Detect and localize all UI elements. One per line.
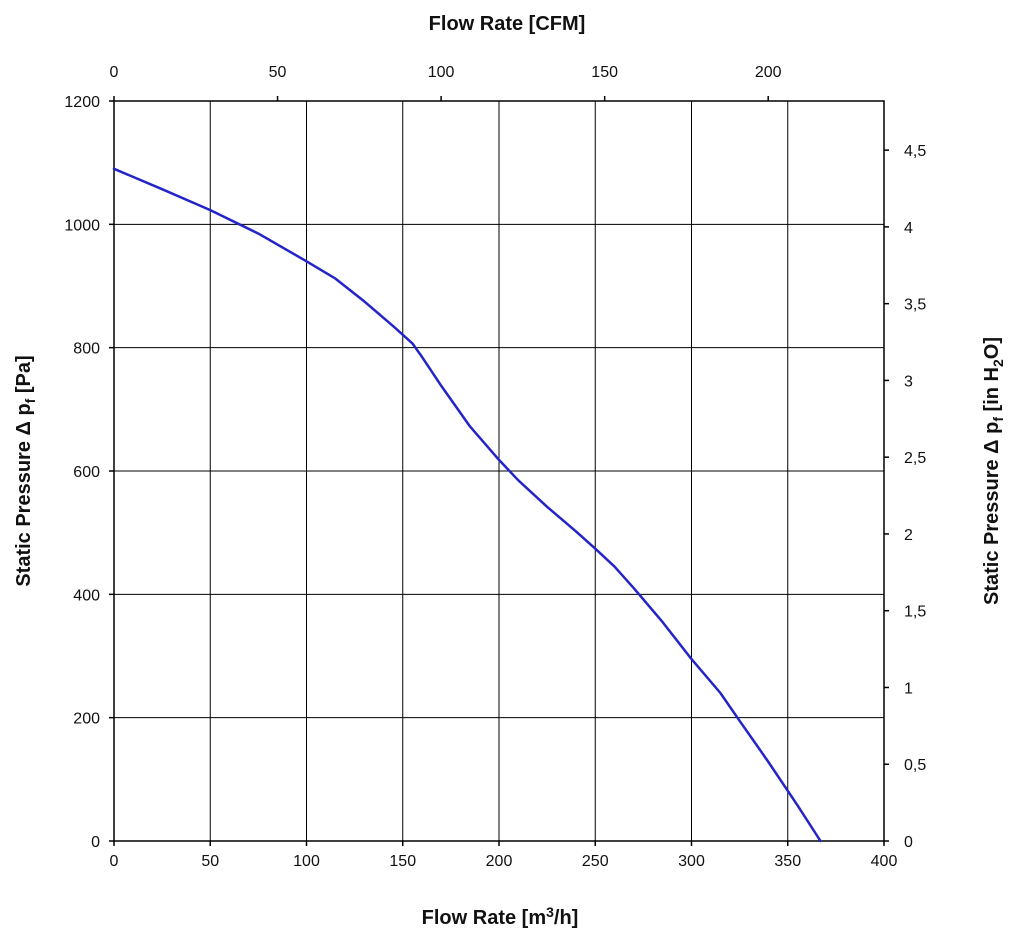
right-axis-title: Static Pressure Δ pf [in H2O] <box>981 337 1006 605</box>
x-tick-label: 300 <box>678 853 705 870</box>
y2-tick-label: 0,5 <box>904 757 926 774</box>
y-tick-label: 1200 <box>64 94 100 111</box>
tick-labels: 0 50 100 150 200 250 300 350 4000200400600800100… <box>64 64 926 870</box>
x2-tick-label: 150 <box>591 64 618 81</box>
x-tick-label: 200 <box>486 853 513 870</box>
left-axis-title: Static Pressure Δ pf [Pa] <box>13 355 38 586</box>
x-tick-label: 50 <box>201 853 219 870</box>
pressure-curve-line <box>112 167 822 843</box>
series-layer <box>112 167 822 843</box>
y2-tick-label: 3 <box>904 373 913 390</box>
x-tick-label: 0 <box>110 853 119 870</box>
y2-tick-label: 1,5 <box>904 604 926 621</box>
y-tick-label: 1000 <box>64 217 100 234</box>
x-tick-label: 150 <box>389 853 416 870</box>
x2-tick-label: 100 <box>428 64 455 81</box>
x2-tick-label: 200 <box>755 64 782 81</box>
y2-tick-label: 0 <box>904 834 913 851</box>
x-tick-label: 100 <box>293 853 320 870</box>
x-tick-label: 250 <box>582 853 609 870</box>
y-tick-label: 400 <box>73 587 100 604</box>
y2-tick-label: 4,5 <box>904 143 926 160</box>
x2-tick-label: 0 <box>110 64 119 81</box>
y-tick-label: 600 <box>73 464 100 481</box>
grid-lines <box>114 101 884 841</box>
bottom-axis-title: Flow Rate [m3/h] <box>422 904 579 929</box>
x-tick-label: 400 <box>871 853 898 870</box>
top-axis-title: Flow Rate [CFM] <box>429 13 586 35</box>
y2-tick-label: 3,5 <box>904 297 926 314</box>
y2-tick-label: 4 <box>904 220 913 237</box>
y-tick-label: 200 <box>73 711 100 728</box>
y-tick-label: 0 <box>91 834 100 851</box>
y-tick-label: 800 <box>73 341 100 358</box>
x-tick-label: 350 <box>774 853 801 870</box>
y2-tick-label: 2 <box>904 527 913 544</box>
y2-tick-label: 2,5 <box>904 450 926 467</box>
axis-ticks <box>109 96 889 846</box>
y2-tick-label: 1 <box>904 680 913 697</box>
x2-tick-label: 50 <box>269 64 287 81</box>
